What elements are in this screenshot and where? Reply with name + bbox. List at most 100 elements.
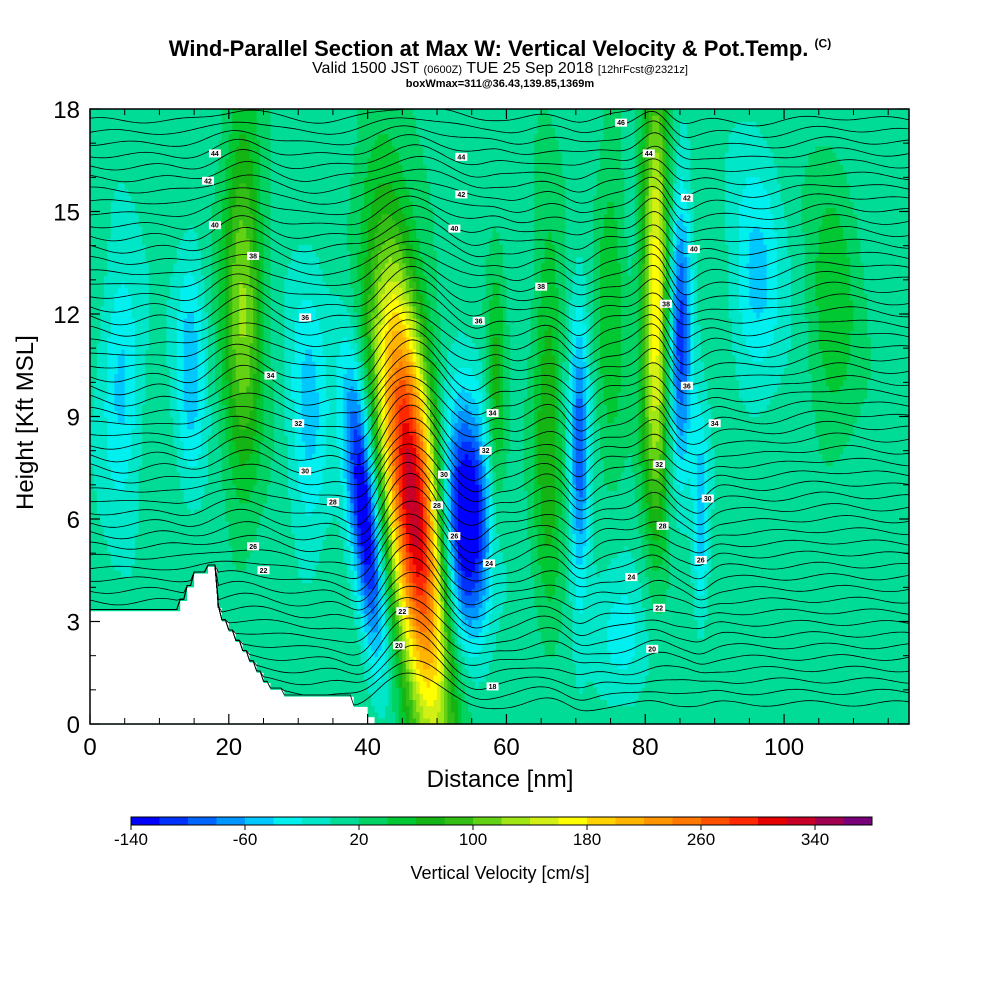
velocity-cell <box>725 656 729 663</box>
velocity-cell <box>701 595 705 602</box>
velocity-cell <box>538 601 542 608</box>
velocity-cell <box>607 644 611 651</box>
velocity-cell <box>711 613 715 620</box>
velocity-cell <box>683 681 687 688</box>
velocity-cell <box>895 595 899 602</box>
velocity-cell <box>600 632 604 639</box>
velocity-cell <box>416 601 420 608</box>
velocity-cell <box>569 669 573 676</box>
velocity-cell <box>735 619 739 626</box>
velocity-cell <box>298 607 302 614</box>
velocity-cell <box>694 638 698 645</box>
velocity-cell <box>576 650 580 657</box>
velocity-cell <box>822 699 826 706</box>
velocity-cell <box>781 650 785 657</box>
velocity-cell <box>788 687 792 694</box>
velocity-cell <box>583 638 587 645</box>
velocity-cell <box>607 613 611 620</box>
velocity-cell <box>673 601 677 608</box>
velocity-cell <box>847 681 851 688</box>
velocity-cell <box>402 663 406 670</box>
velocity-cell <box>264 638 268 645</box>
velocity-cell <box>312 663 316 670</box>
velocity-cell <box>371 656 375 663</box>
velocity-cell <box>357 619 361 626</box>
velocity-cell <box>656 681 660 688</box>
velocity-cell <box>753 619 757 626</box>
velocity-cell <box>565 607 569 614</box>
velocity-cell <box>350 638 354 645</box>
velocity-cell <box>531 650 535 657</box>
velocity-cell <box>559 644 563 651</box>
velocity-cell <box>756 650 760 657</box>
velocity-cell <box>382 687 386 694</box>
velocity-cell <box>843 632 847 639</box>
velocity-cell <box>510 619 514 626</box>
velocity-cell <box>534 669 538 676</box>
velocity-cell <box>687 712 691 719</box>
velocity-cell <box>895 693 899 700</box>
velocity-cell <box>770 712 774 719</box>
velocity-cell <box>257 619 261 626</box>
velocity-cell <box>409 693 413 700</box>
velocity-cell <box>489 613 493 620</box>
velocity-cell <box>590 675 594 682</box>
velocity-cell <box>798 681 802 688</box>
velocity-cell <box>680 693 684 700</box>
velocity-cell <box>454 712 458 719</box>
velocity-cell <box>642 681 646 688</box>
velocity-cell <box>611 669 615 676</box>
velocity-cell <box>680 601 684 608</box>
velocity-cell <box>583 675 587 682</box>
velocity-cell <box>340 681 344 688</box>
velocity-cell <box>857 613 861 620</box>
velocity-cell <box>586 613 590 620</box>
velocity-cell <box>763 699 767 706</box>
velocity-cell <box>270 638 274 645</box>
velocity-cell <box>260 638 264 645</box>
velocity-cell <box>722 601 726 608</box>
velocity-cell <box>624 595 628 602</box>
velocity-cell <box>781 656 785 663</box>
velocity-cell <box>753 638 757 645</box>
velocity-cell <box>392 669 396 676</box>
velocity-cell <box>760 638 764 645</box>
velocity-cell <box>506 706 510 713</box>
velocity-cell <box>853 712 857 719</box>
velocity-cell <box>888 638 892 645</box>
velocity-cell <box>753 656 757 663</box>
velocity-cell <box>152 601 156 608</box>
velocity-cell <box>309 619 313 626</box>
velocity-cell <box>878 607 882 614</box>
velocity-cell <box>520 601 524 608</box>
velocity-cell <box>808 706 812 713</box>
velocity-cell <box>899 663 903 670</box>
velocity-cell <box>649 712 653 719</box>
velocity-cell <box>729 681 733 688</box>
velocity-cell <box>562 663 566 670</box>
velocity-cell <box>687 595 691 602</box>
velocity-cell <box>392 699 396 706</box>
velocity-cell <box>645 626 649 633</box>
velocity-cell <box>274 663 278 670</box>
velocity-cell <box>815 693 819 700</box>
velocity-cell <box>378 706 382 713</box>
velocity-cell <box>621 712 625 719</box>
velocity-cell <box>774 712 778 719</box>
velocity-cell <box>902 607 906 614</box>
velocity-cell <box>725 632 729 639</box>
velocity-cell <box>729 693 733 700</box>
velocity-cell <box>420 595 424 602</box>
velocity-cell <box>756 638 760 645</box>
velocity-cell <box>291 675 295 682</box>
velocity-cell <box>489 626 493 633</box>
velocity-cell <box>458 601 462 608</box>
velocity-cell <box>701 626 705 633</box>
velocity-cell <box>270 650 274 657</box>
velocity-cell <box>527 638 531 645</box>
velocity-cell <box>729 663 733 670</box>
velocity-cell <box>840 650 844 657</box>
velocity-cell <box>860 693 864 700</box>
velocity-cell <box>340 626 344 633</box>
velocity-cell <box>590 663 594 670</box>
